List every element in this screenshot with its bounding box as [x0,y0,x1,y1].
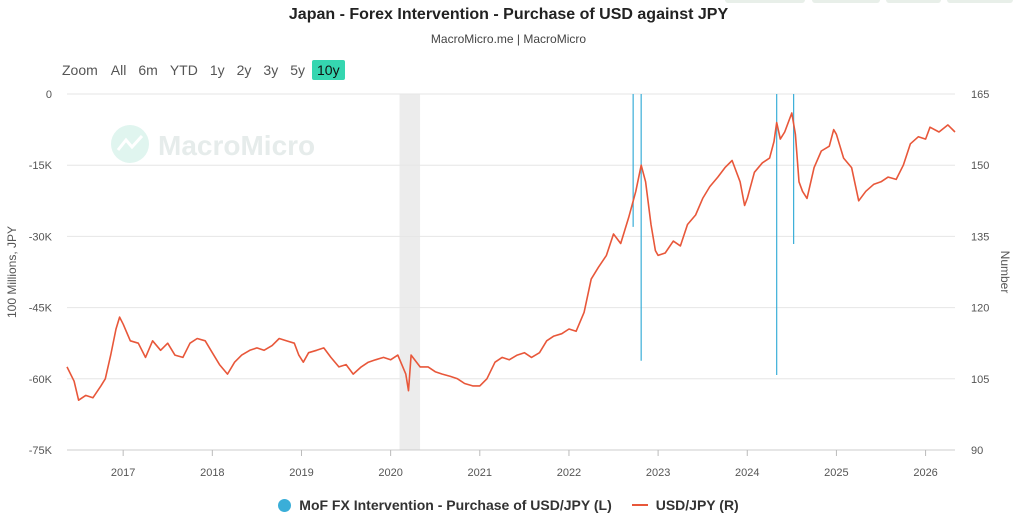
right-tick-label: 105 [971,374,989,386]
left-tick-label: 0 [46,89,52,101]
x-tick-label: 2020 [378,467,402,479]
legend-item-usdjpy[interactable]: USD/JPY (R) [631,497,739,513]
x-tick-label: 2024 [735,467,759,479]
chart-title: Japan - Forex Intervention - Purchase of… [288,6,729,23]
legend-label: MoF FX Intervention - Purchase of USD/JP… [299,497,612,513]
chart-subtitle: MacroMicro.me | MacroMicro [430,32,587,46]
x-tick-label: 2025 [824,467,848,479]
left-tick-label: -60K [29,374,53,386]
legend-dot-icon [278,498,292,512]
zoom-label: Zoom [62,62,98,78]
left-tick-label: -15K [29,160,53,172]
x-tick-label: 2018 [200,467,224,479]
zoom-6m-button[interactable]: 6m [138,62,158,78]
zoom-2y-button[interactable]: 2y [236,62,252,78]
zoom-10y-button[interactable]: 10y [312,60,345,80]
right-tick-label: 165 [971,89,989,101]
top-bar-stub [947,0,1013,3]
x-tick-label: 2022 [557,467,581,479]
zoom-bar: Zoom All 6m YTD 1y 2y 3y 5y 10y [62,58,347,82]
zoom-3y-button[interactable]: 3y [263,62,279,78]
x-tick-label: 2017 [111,467,135,479]
x-tick-label: 2019 [289,467,313,479]
zoom-5y-button[interactable]: 5y [290,62,305,78]
zoom-ytd-button[interactable]: YTD [169,62,198,78]
top-bar-stub [725,0,805,3]
watermark: MacroMicro [111,125,315,163]
right-axis-label: Number [998,251,1012,294]
zoom-1y-button[interactable]: 1y [209,62,225,78]
zoom-all-button[interactable]: All [110,62,127,78]
legend: MoF FX Intervention - Purchase of USD/JP… [0,497,1017,513]
right-tick-label: 90 [971,445,983,457]
right-tick-label: 135 [971,231,989,243]
x-tick-label: 2023 [646,467,670,479]
x-tick-label: 2021 [468,467,492,479]
watermark-text: MacroMicro [158,130,315,161]
shaded-band [399,94,421,450]
usdjpy-line [66,112,956,401]
legend-line-icon [631,504,648,506]
x-tick-label: 2026 [913,467,937,479]
legend-item-intervention[interactable]: MoF FX Intervention - Purchase of USD/JP… [278,497,612,513]
left-tick-label: -30K [29,231,53,243]
left-tick-label: -45K [29,303,53,315]
left-tick-label: -75K [29,445,53,457]
left-axis-label: 100 Millions, JPY [5,226,19,318]
top-bar-stub [812,0,880,3]
legend-label: USD/JPY (R) [655,497,739,513]
right-tick-label: 150 [971,160,989,172]
right-tick-label: 120 [971,303,989,315]
top-bar-stub [886,0,941,3]
